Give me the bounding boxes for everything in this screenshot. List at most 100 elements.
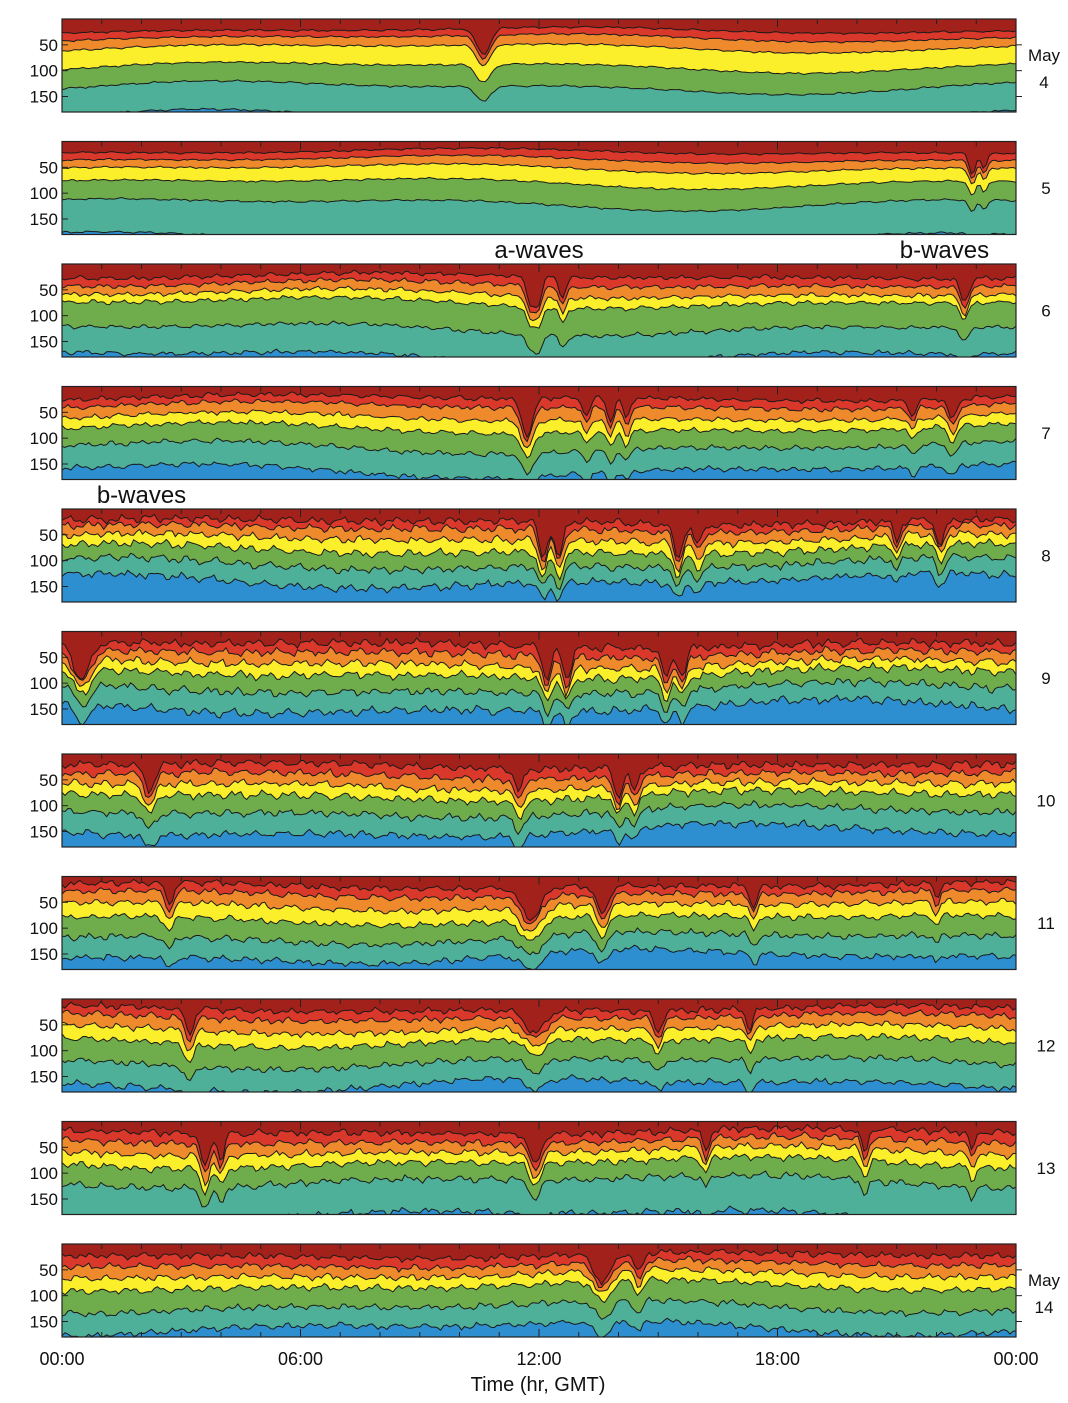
day-label: 9 [1041, 669, 1050, 688]
y-tick-label: 150 [30, 823, 58, 842]
panel-day-11: 50 100 150 11 [30, 875, 1055, 971]
panel-day-9: 50 100 150 9 [30, 630, 1051, 726]
day-label: 5 [1041, 179, 1050, 198]
y-tick-label: 50 [39, 281, 58, 300]
y-tick-label: 150 [30, 333, 58, 352]
band-5 [62, 1171, 1016, 1215]
contour-line-3 [62, 1020, 1016, 1052]
band-6 [62, 695, 1016, 725]
contour-line-4 [62, 1032, 1016, 1064]
y-tick-label: 150 [30, 1313, 58, 1332]
panel-plot-area [62, 999, 1016, 1092]
contour-line-2 [62, 32, 1016, 60]
panel-plot-area [62, 264, 1016, 357]
contour-line-4 [62, 60, 1016, 83]
contour-line-6 [62, 944, 1016, 970]
y-tick-label: 50 [39, 648, 58, 667]
contour-line-6 [62, 460, 1016, 480]
contour-line-3 [62, 285, 1016, 322]
panel-day-10: 50 100 150 10 [30, 753, 1056, 848]
panel-day-7: 50 100 150 7 [30, 385, 1051, 481]
contour-line-5 [62, 1170, 1016, 1208]
band-5 [62, 79, 1016, 112]
contour-line-3 [62, 1265, 1016, 1292]
contour-line-6 [62, 819, 1016, 847]
contour-line-5 [62, 79, 1016, 102]
contour-line-1 [62, 1248, 1016, 1286]
x-axis: 00:00 06:00 12:00 18:00 00:00 [39, 1349, 1038, 1369]
contour-line-1 [62, 637, 1016, 682]
panel-day-5: 50 100 150 5 [30, 140, 1051, 236]
x-tick-label: 06:00 [278, 1349, 323, 1369]
y-tick-label: 150 [30, 945, 58, 964]
x-tick-label: 00:00 [39, 1349, 84, 1369]
y-tick-label: 100 [30, 674, 58, 693]
y-tick-label: 100 [30, 1287, 58, 1306]
contour-line-5 [62, 320, 1016, 355]
band-6 [62, 461, 1016, 480]
annotation-b-waves: b-waves [97, 482, 186, 509]
panel-day-14: 50 100 150 May 14 [30, 1243, 1061, 1338]
contour-line-3 [62, 162, 1016, 185]
contour-line-6 [117, 107, 1016, 112]
contour-line-2 [62, 1131, 1016, 1173]
band-6 [62, 945, 1016, 970]
contour-line-5 [62, 799, 1016, 836]
y-tick-label: 150 [30, 578, 58, 597]
day-label: 10 [1037, 792, 1056, 811]
y-tick-label: 50 [39, 1138, 58, 1157]
band-5 [62, 321, 1016, 357]
panel-plot-area [62, 509, 1016, 602]
contour-line-2 [62, 153, 1016, 180]
contour-line-2 [62, 1009, 1016, 1043]
annotation-b-waves: b-waves [900, 237, 989, 264]
panel-plot-area [62, 1121, 1016, 1215]
contour-line-5 [62, 677, 1016, 718]
y-tick-label: 100 [30, 62, 58, 81]
contour-line-1 [62, 878, 1016, 922]
y-tick-label: 50 [39, 1016, 58, 1035]
contour-line-3 [62, 776, 1016, 811]
contour-line-3 [62, 409, 1016, 449]
y-tick-label: 100 [30, 184, 58, 203]
panel-day-13: 50 100 150 13 [30, 1120, 1055, 1216]
contour-line-5 [62, 437, 1016, 476]
contour-line-5 [62, 1054, 1016, 1082]
y-tick-label: 50 [39, 158, 58, 177]
y-tick-label: 150 [30, 700, 58, 719]
contour-line-2 [62, 645, 1016, 689]
x-tick-label: 12:00 [516, 1349, 561, 1369]
panel-day-6: 50 100 150 6 [30, 263, 1051, 358]
contour-line-2 [62, 398, 1016, 443]
y-tick-label: 100 [30, 307, 58, 326]
y-tick-label: 100 [30, 797, 58, 816]
band-6 [62, 570, 1016, 602]
contour-line-6 [62, 569, 1016, 602]
y-tick-label: 50 [39, 403, 58, 422]
panels-group: 50100150May45010015055010015065010015075… [30, 18, 1061, 1338]
contour-line-4 [62, 786, 1016, 821]
contour-line-2 [62, 1255, 1016, 1289]
contour-line-2 [62, 886, 1016, 925]
contour-line-2 [62, 277, 1016, 314]
contour-line-1 [62, 1123, 1016, 1167]
y-tick-label: 150 [30, 455, 58, 474]
x-axis-label: Time (hr, GMT) [471, 1374, 606, 1396]
contour-line-4 [62, 1153, 1016, 1197]
y-tick-label: 50 [39, 526, 58, 545]
contour-line-1 [62, 1001, 1016, 1037]
band-5 [62, 1055, 1016, 1092]
y-tick-label: 50 [39, 1261, 58, 1280]
contour-line-2 [62, 767, 1016, 806]
y-tick-label: 150 [30, 1068, 58, 1087]
day-label: 12 [1037, 1037, 1056, 1056]
y-tick-label: 150 [30, 88, 58, 107]
day-label: 7 [1041, 424, 1050, 443]
y-tick-label: 100 [30, 1042, 58, 1061]
contour-line-4 [62, 419, 1016, 459]
day-label: 4 [1039, 73, 1048, 92]
contour-line-5 [62, 1296, 1016, 1320]
contour-line-1 [62, 269, 1016, 308]
panel-plot-area [62, 19, 1016, 112]
